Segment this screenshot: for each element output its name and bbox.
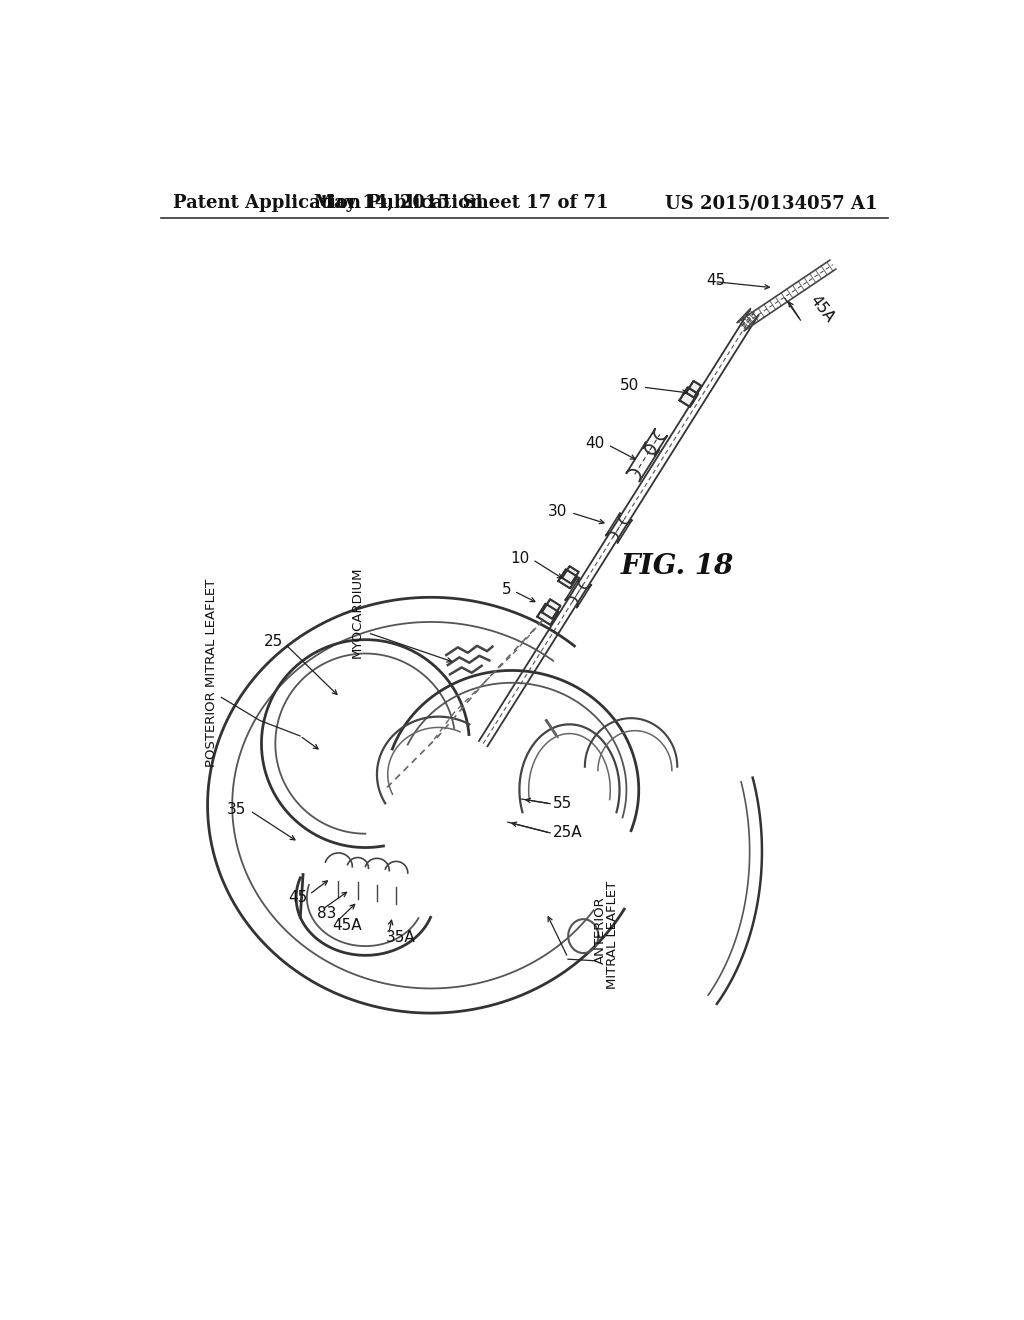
Text: 35: 35 (226, 801, 246, 817)
Text: 40: 40 (585, 436, 604, 451)
Text: May 14, 2015  Sheet 17 of 71: May 14, 2015 Sheet 17 of 71 (314, 194, 609, 213)
Text: POSTERIOR MITRAL LEAFLET: POSTERIOR MITRAL LEAFLET (205, 578, 218, 767)
Polygon shape (680, 387, 698, 407)
Polygon shape (542, 599, 560, 619)
Text: 83: 83 (316, 906, 336, 920)
Polygon shape (562, 566, 579, 583)
Text: 5: 5 (502, 582, 512, 597)
Text: 10: 10 (510, 550, 529, 565)
Text: 45A: 45A (333, 917, 361, 933)
Text: 45A: 45A (807, 292, 837, 325)
Text: 30: 30 (548, 503, 567, 519)
Text: 25: 25 (264, 635, 283, 649)
Text: Patent Application Publication: Patent Application Publication (173, 194, 483, 213)
Text: MYOCARDIUM: MYOCARDIUM (351, 568, 365, 659)
Text: 50: 50 (620, 378, 639, 393)
Text: MITRAL LEAFLET: MITRAL LEAFLET (605, 880, 618, 989)
Text: FIG. 18: FIG. 18 (621, 553, 734, 579)
Text: US 2015/0134057 A1: US 2015/0134057 A1 (665, 194, 878, 213)
Text: 45: 45 (707, 272, 726, 288)
Text: 25A: 25A (553, 825, 583, 841)
Text: 55: 55 (553, 796, 571, 812)
Text: ANTERIOR: ANTERIOR (594, 896, 607, 964)
Polygon shape (558, 569, 578, 589)
Text: 45: 45 (289, 890, 307, 906)
Text: 35A: 35A (386, 931, 416, 945)
Polygon shape (538, 603, 558, 624)
Polygon shape (686, 381, 701, 397)
